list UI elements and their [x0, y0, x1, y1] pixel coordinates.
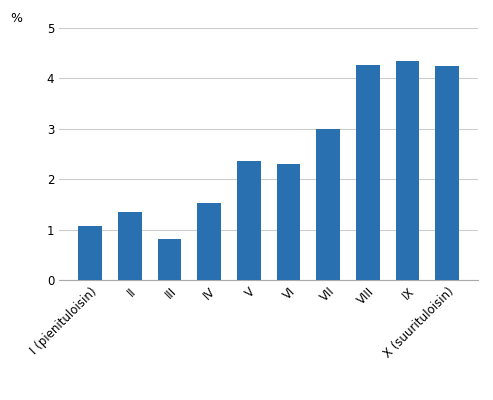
Bar [396, 61, 420, 280]
Bar [158, 239, 181, 280]
Bar [435, 66, 459, 280]
Bar [78, 226, 102, 280]
Bar [237, 160, 261, 280]
Text: %: % [10, 12, 22, 25]
Bar [118, 212, 141, 280]
Bar [197, 203, 221, 280]
Bar [356, 65, 380, 280]
Bar [277, 164, 300, 280]
Bar [317, 129, 340, 280]
